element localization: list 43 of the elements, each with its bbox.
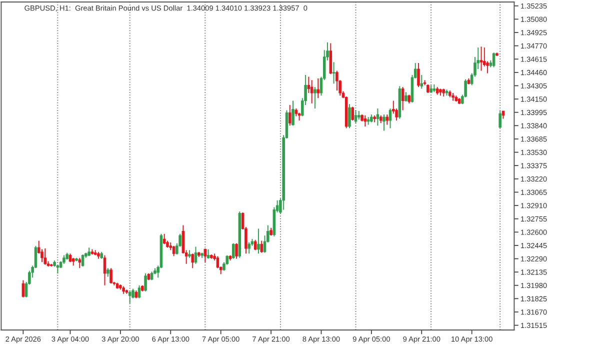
candlestick [314,86,316,109]
candlestick [420,74,424,90]
candlestick [480,46,483,72]
candlestick [260,240,263,254]
candlestick [206,248,210,260]
candlestick [103,254,106,286]
candlestick [348,104,351,129]
candlestick [172,245,176,257]
candlestick [310,80,314,104]
candlestick [110,268,112,284]
candlestick [144,272,147,292]
candlestick [498,110,502,129]
candlestick [138,284,141,299]
candlestick [382,114,386,132]
candlestick [288,104,292,126]
candlestick [329,42,332,75]
candlestick [248,242,250,254]
candlestick [204,248,207,263]
candlestick [417,62,420,88]
candlestick [388,108,392,129]
candlestick [386,114,389,126]
candlestick [332,62,336,84]
candlestick [22,280,25,298]
candlestick [194,246,198,264]
candlestick [404,92,408,102]
candlestick [257,228,260,254]
candlestick [492,52,496,68]
candlestick [364,114,367,127]
candlestick [351,106,354,121]
candlestick [191,253,194,269]
candlestick [81,254,84,267]
candlestick [354,110,358,124]
candlestick [292,100,294,126]
candlestick [376,108,380,126]
candlestick [128,290,132,304]
candlestick [235,242,238,260]
candlestick [316,78,320,99]
candlestick [401,86,404,111]
candlestick [232,242,235,260]
candlestick [44,248,47,266]
candlestick [254,239,257,251]
candlestick [162,233,166,245]
candlestick [78,257,82,269]
